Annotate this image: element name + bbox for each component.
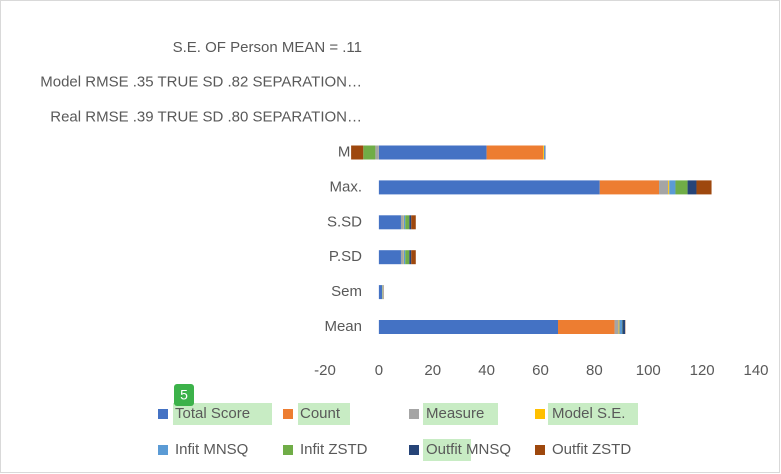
bar-segment <box>403 215 406 230</box>
y-tick-label: Max. <box>329 178 362 195</box>
x-tick-label: 140 <box>743 362 768 379</box>
bar-segment <box>405 215 410 230</box>
y-tick-label: Real RMSE .39 TRUE SD .80 SEPARATION… <box>50 109 362 126</box>
badge <box>174 384 194 406</box>
bar-segment <box>400 215 404 230</box>
badge-label: 5 <box>180 387 188 403</box>
bar-segment <box>543 145 545 160</box>
bar-segment <box>375 145 379 160</box>
legend-label: Measure <box>426 405 484 422</box>
bar-segment <box>400 250 404 265</box>
bar-segment <box>687 180 697 195</box>
x-tick-label: 80 <box>586 362 603 379</box>
bar-segment <box>599 180 660 195</box>
x-tick-label: 0 <box>375 362 383 379</box>
highlight <box>173 403 272 425</box>
bar-segment <box>659 180 669 195</box>
y-tick-label: Model RMSE .35 TRUE SD .82 SEPARATION… <box>40 74 362 91</box>
bar-segment <box>378 180 600 195</box>
y-tick-label: Mean <box>324 318 362 335</box>
bar-segment <box>378 320 559 334</box>
bar-segment <box>411 250 416 265</box>
y-tick-label: S.SD <box>327 213 362 230</box>
bar-segment <box>618 320 620 334</box>
legend-swatch <box>535 445 545 455</box>
bar-segment <box>669 180 676 195</box>
legend-swatch <box>158 445 168 455</box>
legend-swatch <box>409 445 419 455</box>
legend-label: Outfit MNSQ <box>426 441 511 458</box>
legend-label: Infit ZSTD <box>300 441 368 458</box>
bar-segment <box>378 285 383 300</box>
bar-segment <box>558 320 615 334</box>
highlight <box>298 403 350 425</box>
highlight <box>423 439 471 461</box>
bar-segment <box>378 250 401 265</box>
bar-segment <box>622 320 626 334</box>
bar-segment <box>544 145 546 160</box>
bar-segment <box>619 320 623 334</box>
bar-segment <box>409 215 412 230</box>
x-tick-label: 120 <box>690 362 715 379</box>
y-tick-label: S.E. OF Person MEAN = .11 <box>173 39 362 56</box>
bar-segment <box>675 180 688 195</box>
legend-swatch <box>535 409 545 419</box>
legend-swatch <box>409 409 419 419</box>
bar-segment <box>411 215 416 230</box>
bar-segment <box>405 250 410 265</box>
y-tick-label: P.SD <box>329 248 362 265</box>
legend-label: Total Score <box>175 405 250 422</box>
bar-segment <box>351 145 364 160</box>
legend-label: Model S.E. <box>552 405 625 422</box>
bar-segment <box>486 145 544 160</box>
highlight <box>423 403 498 425</box>
y-tick-label: Sem <box>331 283 362 300</box>
legend-label: Count <box>300 405 341 422</box>
x-tick-label: -20 <box>314 362 336 379</box>
bar-segment <box>378 145 487 160</box>
legend-swatch <box>283 445 293 455</box>
bar-segment <box>696 180 712 195</box>
legend-label: Outfit ZSTD <box>552 441 631 458</box>
highlight <box>548 403 638 425</box>
bar-segment <box>403 250 406 265</box>
x-tick-label: 100 <box>636 362 661 379</box>
legend-swatch <box>283 409 293 419</box>
bar-segment <box>409 250 412 265</box>
x-tick-label: 20 <box>424 362 441 379</box>
bar-segment <box>363 145 376 160</box>
x-tick-label: 40 <box>478 362 495 379</box>
bar-segment <box>668 180 670 195</box>
bar-segment <box>544 145 545 160</box>
bar-segment <box>378 215 401 230</box>
legend-label: Infit MNSQ <box>175 441 248 458</box>
legend-swatch <box>158 409 168 419</box>
bar-segment <box>614 320 619 334</box>
x-tick-label: 60 <box>532 362 549 379</box>
